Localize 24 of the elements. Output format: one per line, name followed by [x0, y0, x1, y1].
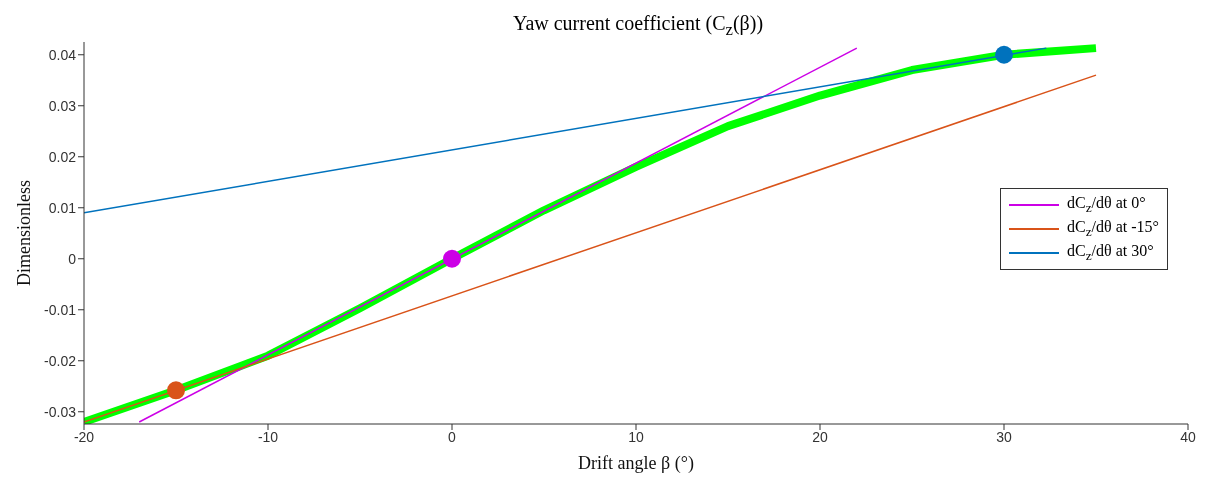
x-tick-label: -20: [73, 428, 95, 445]
x-tick-label: 40: [1180, 428, 1196, 445]
y-tick-label: 0.04: [48, 46, 77, 63]
legend-label: dC$_{z}$/dθ at -15°: [1067, 217, 1159, 241]
x-tick-label: 20: [812, 428, 828, 445]
y-tick-label: -0.03: [44, 403, 77, 420]
point: [443, 249, 461, 268]
y-tick-label: 0.03: [48, 97, 77, 114]
x-tick-label: 10: [628, 428, 644, 445]
y-axis-title: Dimensionless: [14, 180, 35, 286]
y-tick-label: 0.02: [48, 148, 77, 165]
y-tick-label: 0.01: [48, 199, 77, 216]
legend-label: dC$_{z}$/dθ at 0°: [1067, 193, 1146, 217]
point: [167, 381, 185, 400]
chart-title: Yaw current coefficient (C$_{z}$(β)): [511, 11, 765, 39]
x-axis-title: Drift angle β (°): [578, 452, 694, 474]
point: [995, 45, 1013, 64]
legend-label: dC$_{z}$/dθ at 30°: [1067, 241, 1154, 265]
x-tick-label: -10: [257, 428, 279, 445]
y-tick-label: 0: [68, 250, 77, 267]
y-tick-label: -0.01: [44, 301, 77, 318]
y-tick-label: -0.02: [44, 352, 77, 369]
x-tick-label: 0: [448, 428, 457, 445]
x-tick-label: 30: [996, 428, 1012, 445]
